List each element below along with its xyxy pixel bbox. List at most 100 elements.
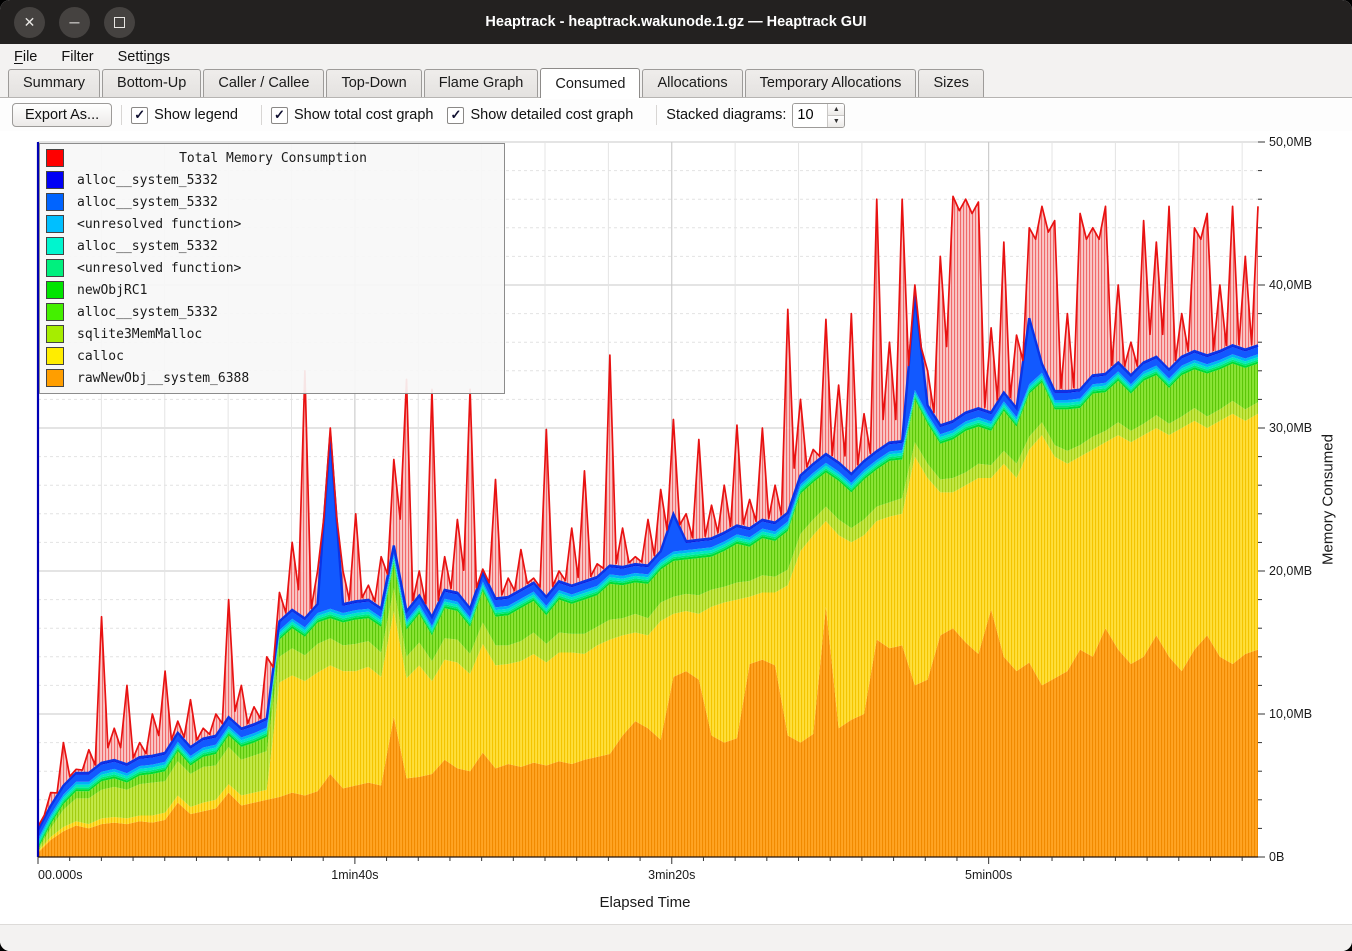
spinner-buttons: ▲ ▼ bbox=[827, 103, 845, 127]
legend-color-swatch bbox=[46, 237, 64, 255]
stacked-diagrams-label: Stacked diagrams: bbox=[666, 107, 787, 123]
x-axis-title: Elapsed Time bbox=[599, 894, 691, 911]
legend-item: newObjRC1 bbox=[40, 279, 504, 301]
checkbox-show-detailed-cost-graph[interactable]: ✓ Show detailed cost graph bbox=[447, 106, 634, 124]
legend-label: newObjRC1 bbox=[77, 282, 148, 298]
legend-color-swatch bbox=[46, 369, 64, 387]
y-tick-label: 10,0MB bbox=[1269, 707, 1312, 721]
toolbar: Export As... ✓ Show legend ✓ Show total cos… bbox=[0, 99, 1352, 131]
checkbox-group: ✓ Show legend ✓ Show total cost graph ✓ Show … bbox=[131, 105, 647, 125]
titlebar: ✕ ─ Heaptrack - heaptrack.wakunode.1.gz … bbox=[0, 0, 1352, 44]
legend-title-row: Total Memory Consumption bbox=[40, 147, 504, 169]
tab-allocations[interactable]: Allocations bbox=[642, 69, 743, 97]
x-tick-label: 3min20s bbox=[648, 868, 695, 882]
close-icon: ✕ bbox=[23, 13, 36, 30]
legend-label: calloc bbox=[77, 348, 124, 364]
menubar: File Filter Settings bbox=[0, 44, 1352, 71]
y-tick-label: 50,0MB bbox=[1269, 135, 1312, 149]
memory-consumption-chart[interactable]: 00.000s 1min40s 3min20s 5min00s 0B 10,0MB 20,0… bbox=[0, 131, 1352, 921]
tab-flame-graph[interactable]: Flame Graph bbox=[423, 69, 539, 97]
x-tick-label: 1min40s bbox=[331, 868, 378, 882]
x-tick-label: 5min00s bbox=[965, 868, 1012, 882]
legend-color-swatch bbox=[46, 281, 64, 299]
series-area-calloc bbox=[38, 413, 1258, 853]
legend-item: alloc__system_5332 bbox=[40, 301, 504, 323]
x-tick-label: 00.000s bbox=[38, 868, 82, 882]
stacked-diagrams-group: Stacked diagrams: ▲ ▼ bbox=[666, 102, 846, 128]
legend-item: alloc__system_5332 bbox=[40, 191, 504, 213]
legend-item: <unresolved function> bbox=[40, 213, 504, 235]
toolbar-separator bbox=[121, 105, 123, 125]
legend-color-swatch bbox=[46, 259, 64, 277]
checkbox-check-icon: ✓ bbox=[447, 106, 465, 124]
checkbox-check-icon: ✓ bbox=[131, 106, 149, 124]
y-tick-label: 20,0MB bbox=[1269, 564, 1312, 578]
tab-sizes[interactable]: Sizes bbox=[918, 69, 984, 97]
stacked-diagrams-spinner[interactable]: ▲ ▼ bbox=[792, 102, 846, 128]
legend-color-swatch bbox=[46, 347, 64, 365]
tabbar: Summary Bottom-Up Caller / Callee Top-Down F… bbox=[0, 68, 1352, 98]
series-area-alloc-system-5332 bbox=[38, 297, 1258, 839]
total-memory-area bbox=[38, 196, 1258, 831]
y-tick-label: 0B bbox=[1269, 850, 1284, 864]
chart-region: 00.000s 1min40s 3min20s 5min00s 0B 10,0MB 20,0… bbox=[0, 131, 1352, 921]
legend-item: rawNewObj__system_6388 bbox=[40, 367, 504, 389]
checkbox-show-total-cost-graph[interactable]: ✓ Show total cost graph bbox=[271, 106, 434, 124]
tab-temporary-allocations[interactable]: Temporary Allocations bbox=[744, 69, 917, 97]
total-memory-line bbox=[37, 195, 1259, 827]
spinner-up-icon[interactable]: ▲ bbox=[828, 103, 845, 115]
checkbox-check-icon: ✓ bbox=[271, 106, 288, 124]
legend-item: <unresolved function> bbox=[40, 257, 504, 279]
legend-color-swatch bbox=[46, 193, 64, 211]
spinner-down-icon[interactable]: ▼ bbox=[828, 114, 845, 127]
maximize-button[interactable] bbox=[104, 6, 135, 38]
window-title: Heaptrack - heaptrack.wakunode.1.gz — He… bbox=[485, 14, 867, 30]
legend-color-swatch bbox=[46, 303, 64, 321]
close-button[interactable]: ✕ bbox=[14, 6, 45, 38]
series-area-rawNewObj-system-6388 bbox=[38, 606, 1258, 857]
menu-item-file[interactable]: File bbox=[14, 49, 38, 65]
legend-label: alloc__system_5332 bbox=[77, 238, 218, 254]
legend-color-swatch bbox=[46, 215, 64, 233]
stacked-diagrams-input[interactable] bbox=[793, 103, 828, 127]
legend-label: Total Memory Consumption bbox=[179, 150, 367, 166]
legend-label: sqlite3MemMalloc bbox=[77, 326, 203, 342]
y-tick-label: 40,0MB bbox=[1269, 278, 1312, 292]
minimize-icon: ─ bbox=[69, 14, 80, 30]
tab-consumed[interactable]: Consumed bbox=[540, 68, 641, 98]
toolbar-separator bbox=[261, 105, 262, 125]
tab-bottom-up[interactable]: Bottom-Up bbox=[102, 69, 202, 97]
legend-item: alloc__system_5332 bbox=[40, 235, 504, 257]
y-axis-title: Memory Consumed bbox=[1319, 434, 1337, 565]
tab-summary[interactable]: Summary bbox=[8, 69, 101, 97]
legend-item: alloc__system_5332 bbox=[40, 169, 504, 191]
minimize-button[interactable]: ─ bbox=[59, 6, 90, 38]
legend-color-swatch bbox=[46, 149, 64, 167]
y-tick-label: 30,0MB bbox=[1269, 421, 1312, 435]
export-as-button[interactable]: Export As... bbox=[12, 103, 113, 127]
legend-color-swatch bbox=[46, 325, 64, 343]
legend-item: sqlite3MemMalloc bbox=[40, 323, 504, 345]
tab-top-down[interactable]: Top-Down bbox=[326, 69, 422, 97]
menu-item-filter[interactable]: Filter bbox=[61, 49, 94, 65]
checkbox-label: Show detailed cost graph bbox=[470, 107, 634, 123]
legend-label: <unresolved function> bbox=[77, 260, 242, 276]
checkbox-show-legend[interactable]: ✓ Show legend bbox=[131, 106, 238, 124]
legend-label: rawNewObj__system_6388 bbox=[77, 370, 250, 386]
stack-top-line bbox=[36, 295, 1259, 831]
chart-legend: Total Memory Consumption alloc__system_53… bbox=[39, 143, 505, 394]
legend-label: alloc__system_5332 bbox=[77, 304, 218, 320]
checkbox-label: Show legend bbox=[154, 107, 238, 123]
maximize-icon bbox=[114, 16, 125, 28]
series-area-alloc-system-5332 bbox=[38, 363, 1258, 850]
tab-caller-callee[interactable]: Caller / Callee bbox=[203, 69, 325, 97]
legend-label: alloc__system_5332 bbox=[77, 194, 218, 210]
legend-color-swatch bbox=[46, 171, 64, 189]
window-footer bbox=[0, 924, 1352, 951]
checkbox-label: Show total cost graph bbox=[294, 107, 434, 123]
series-area-sqlite3MemMalloc bbox=[38, 400, 1258, 852]
legend-item: calloc bbox=[40, 345, 504, 367]
legend-label: <unresolved function> bbox=[77, 216, 242, 232]
menu-item-settings[interactable]: Settings bbox=[117, 49, 171, 65]
